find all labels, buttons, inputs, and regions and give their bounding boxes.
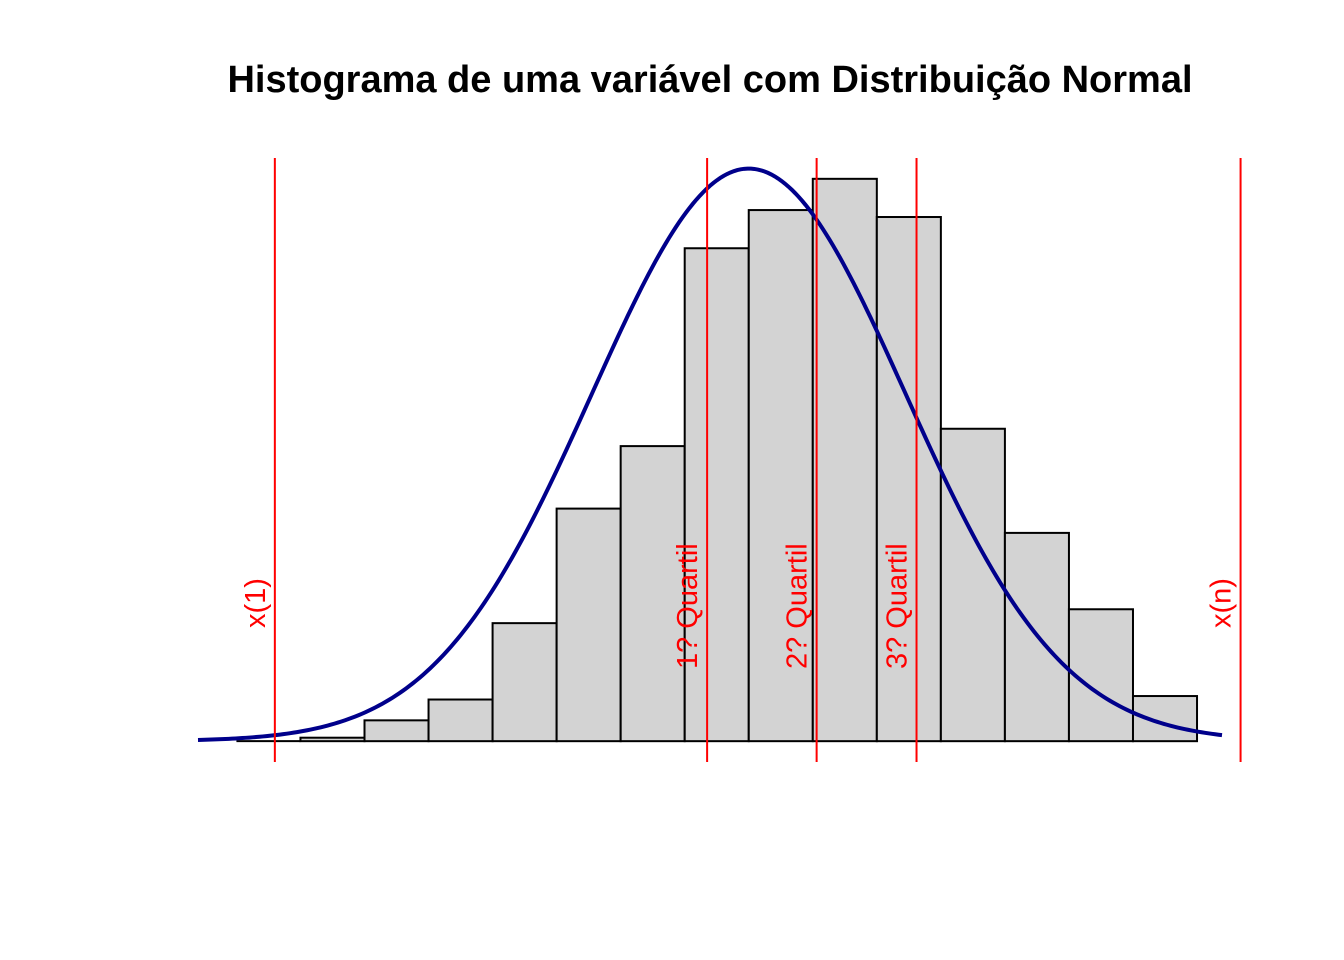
density-curve <box>197 166 1223 742</box>
histogram-bar <box>427 698 494 743</box>
histogram-bar <box>747 209 814 743</box>
histogram-bar <box>939 427 1006 743</box>
histogram-bars <box>236 177 1199 743</box>
histogram-bar <box>299 736 366 743</box>
histogram-bar <box>1067 608 1134 743</box>
histogram-bar <box>683 247 750 743</box>
histogram-bar <box>555 507 622 743</box>
reference-line-label: x(1) <box>240 578 272 628</box>
chart-title: Histograma de uma variável com Distribui… <box>227 59 1192 101</box>
reference-line-label: x(n) <box>1206 578 1238 628</box>
histogram-bar <box>363 719 430 743</box>
reference-lines: x(1) 1? Quartil 2? Quartil 3? Quartil x(n) <box>240 158 1242 762</box>
reference-line-label: 1? Quartil <box>672 543 704 669</box>
reference-line-label: 2? Quartil <box>782 543 814 669</box>
histogram-bar <box>491 622 558 743</box>
density-curve-group <box>197 166 1223 742</box>
reference-line-label: 3? Quartil <box>882 543 914 669</box>
